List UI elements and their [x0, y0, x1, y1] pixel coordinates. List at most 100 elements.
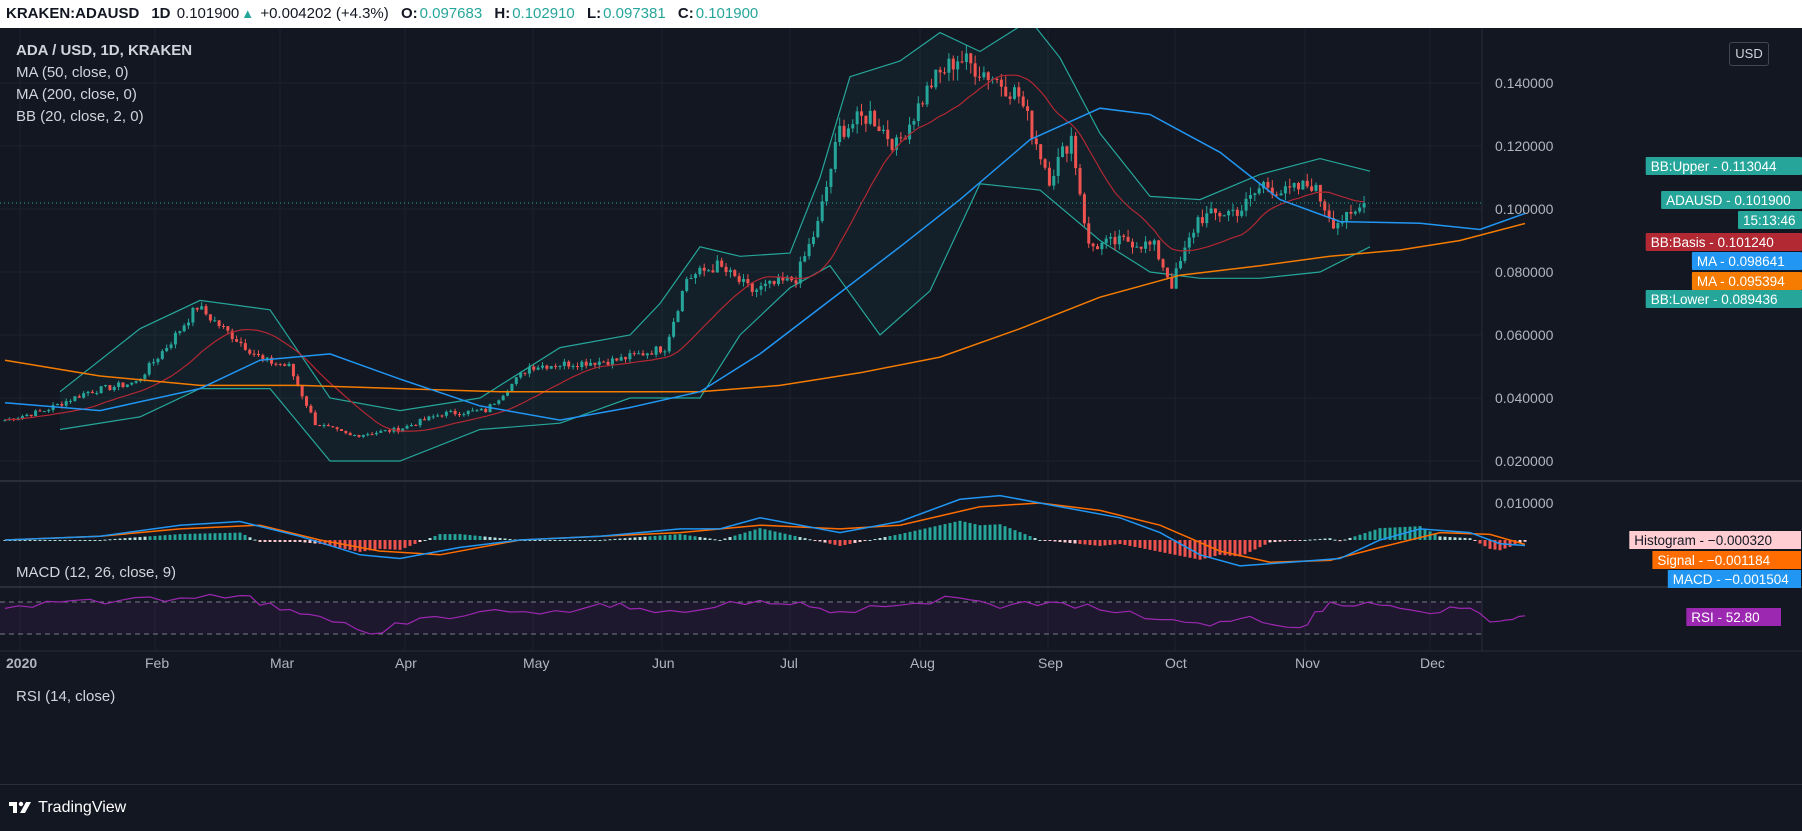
histogram-bar	[618, 538, 622, 540]
histogram-bar	[278, 540, 282, 542]
histogram-bar	[393, 540, 397, 550]
low-label: L:	[586, 5, 602, 22]
histogram-bar	[703, 537, 707, 540]
histogram-bar	[1013, 530, 1017, 540]
histogram-bar	[628, 537, 632, 540]
histogram-bar	[1008, 528, 1012, 540]
ma200-line	[4, 222, 1526, 393]
tradingview-logo[interactable]: TradingView	[8, 799, 126, 817]
price-tag-bg	[1691, 272, 1802, 290]
histogram-bar	[118, 538, 122, 540]
candle-body	[1026, 106, 1030, 111]
candle-body	[1257, 188, 1261, 194]
histogram-bar	[443, 534, 447, 540]
histogram-bar	[28, 540, 32, 541]
candle-body	[571, 366, 575, 368]
legend-macd[interactable]: MACD (12, 26, close, 9)	[16, 564, 177, 581]
legend-bb[interactable]: BB (20, close, 2, 0)	[16, 108, 144, 125]
high-label: H:	[494, 5, 511, 22]
candle-body	[728, 270, 732, 273]
candle-body	[894, 137, 898, 150]
chart-canvas[interactable]: 0.140000 0.120000 0.100000 0.080000 0.060000…	[0, 28, 1802, 784]
histogram-bar	[563, 540, 567, 541]
candle-body	[742, 279, 746, 282]
price-change: +0.004202 (+4.3%)	[260, 5, 389, 22]
candle-body	[1244, 198, 1248, 211]
candle-body	[1161, 259, 1165, 268]
macd-tag-text: Signal - −0.001184	[1657, 553, 1770, 568]
legend-ma50[interactable]: MA (50, close, 0)	[16, 64, 129, 81]
histogram-bar	[223, 532, 227, 540]
histogram-bar	[893, 535, 897, 540]
histogram-bar	[588, 540, 592, 541]
histogram-bar	[1298, 540, 1302, 541]
candle-body	[208, 314, 212, 321]
candle-body	[108, 385, 112, 390]
interval[interactable]: 1D	[151, 5, 171, 22]
candle-body	[541, 365, 545, 368]
candle-body	[99, 386, 103, 393]
candle-body	[811, 237, 815, 245]
bb-upper-line	[59, 28, 1371, 412]
histogram-bar	[1263, 540, 1267, 545]
macd-tag-signal: Signal - −0.001184	[1652, 551, 1801, 569]
histogram-bar	[848, 540, 852, 544]
low-value: 0.097381	[603, 5, 666, 22]
candle-body	[650, 353, 654, 355]
histogram-bar	[693, 536, 697, 540]
histogram-bar	[1448, 537, 1452, 540]
candle-body	[1200, 217, 1204, 224]
histogram-bar	[1523, 540, 1527, 542]
histogram-bar	[568, 540, 572, 541]
candle-body	[25, 414, 29, 417]
candle-body	[1030, 110, 1034, 139]
histogram-bar	[43, 540, 47, 541]
candle-body	[169, 344, 173, 348]
tradingview-logo-icon	[9, 801, 31, 813]
candle-body	[934, 69, 938, 88]
legend-ma200[interactable]: MA (200, close, 0)	[16, 86, 137, 103]
candle-body	[1227, 210, 1231, 216]
symbol-name[interactable]: KRAKEN:ADAUSD	[6, 5, 140, 22]
candles	[3, 45, 1366, 439]
histogram-bar	[923, 528, 927, 540]
candle-body	[584, 361, 588, 366]
candle-body	[204, 306, 208, 315]
histogram-bar	[688, 535, 692, 540]
candle-body	[506, 391, 510, 396]
candle-body	[724, 266, 728, 273]
candle-body	[877, 126, 881, 131]
histogram-bar	[1278, 540, 1282, 542]
candle-body	[938, 69, 942, 73]
histogram-bar	[138, 537, 142, 540]
candle-body	[536, 367, 540, 370]
histogram-bar	[943, 524, 947, 540]
candle-body	[287, 363, 291, 366]
histogram-bar	[538, 540, 542, 541]
legend-rsi[interactable]: RSI (14, close)	[16, 688, 116, 705]
histogram-bar	[1058, 540, 1062, 542]
histogram-bar	[633, 537, 637, 540]
candle-body	[440, 415, 444, 417]
candle-body	[680, 290, 684, 312]
histogram-bar	[788, 534, 792, 540]
price-tag-bbbasis: BB:Basis - 0.101240	[1645, 233, 1802, 251]
histogram-bar	[928, 527, 932, 540]
histogram-bar	[958, 520, 962, 540]
histogram-bar	[208, 533, 212, 540]
candle-body	[1148, 241, 1152, 245]
candle-body	[453, 410, 457, 415]
candle-body	[187, 322, 191, 326]
histogram-bar	[993, 524, 997, 540]
candle-body	[999, 79, 1003, 87]
histogram-bar	[1168, 540, 1172, 554]
candle-body	[1318, 184, 1322, 202]
currency-button[interactable]: USD	[1729, 42, 1769, 66]
histogram-bar	[423, 540, 427, 541]
candle-body	[414, 425, 418, 427]
candle-body	[916, 103, 920, 121]
candle-body	[545, 365, 549, 369]
candle-body	[1266, 181, 1270, 188]
time-axis-label: May	[523, 655, 549, 671]
candle-body	[405, 425, 409, 429]
